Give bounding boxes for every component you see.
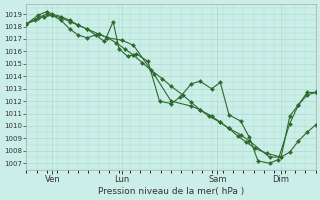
X-axis label: Pression niveau de la mer( hPa ): Pression niveau de la mer( hPa ) [98,187,244,196]
